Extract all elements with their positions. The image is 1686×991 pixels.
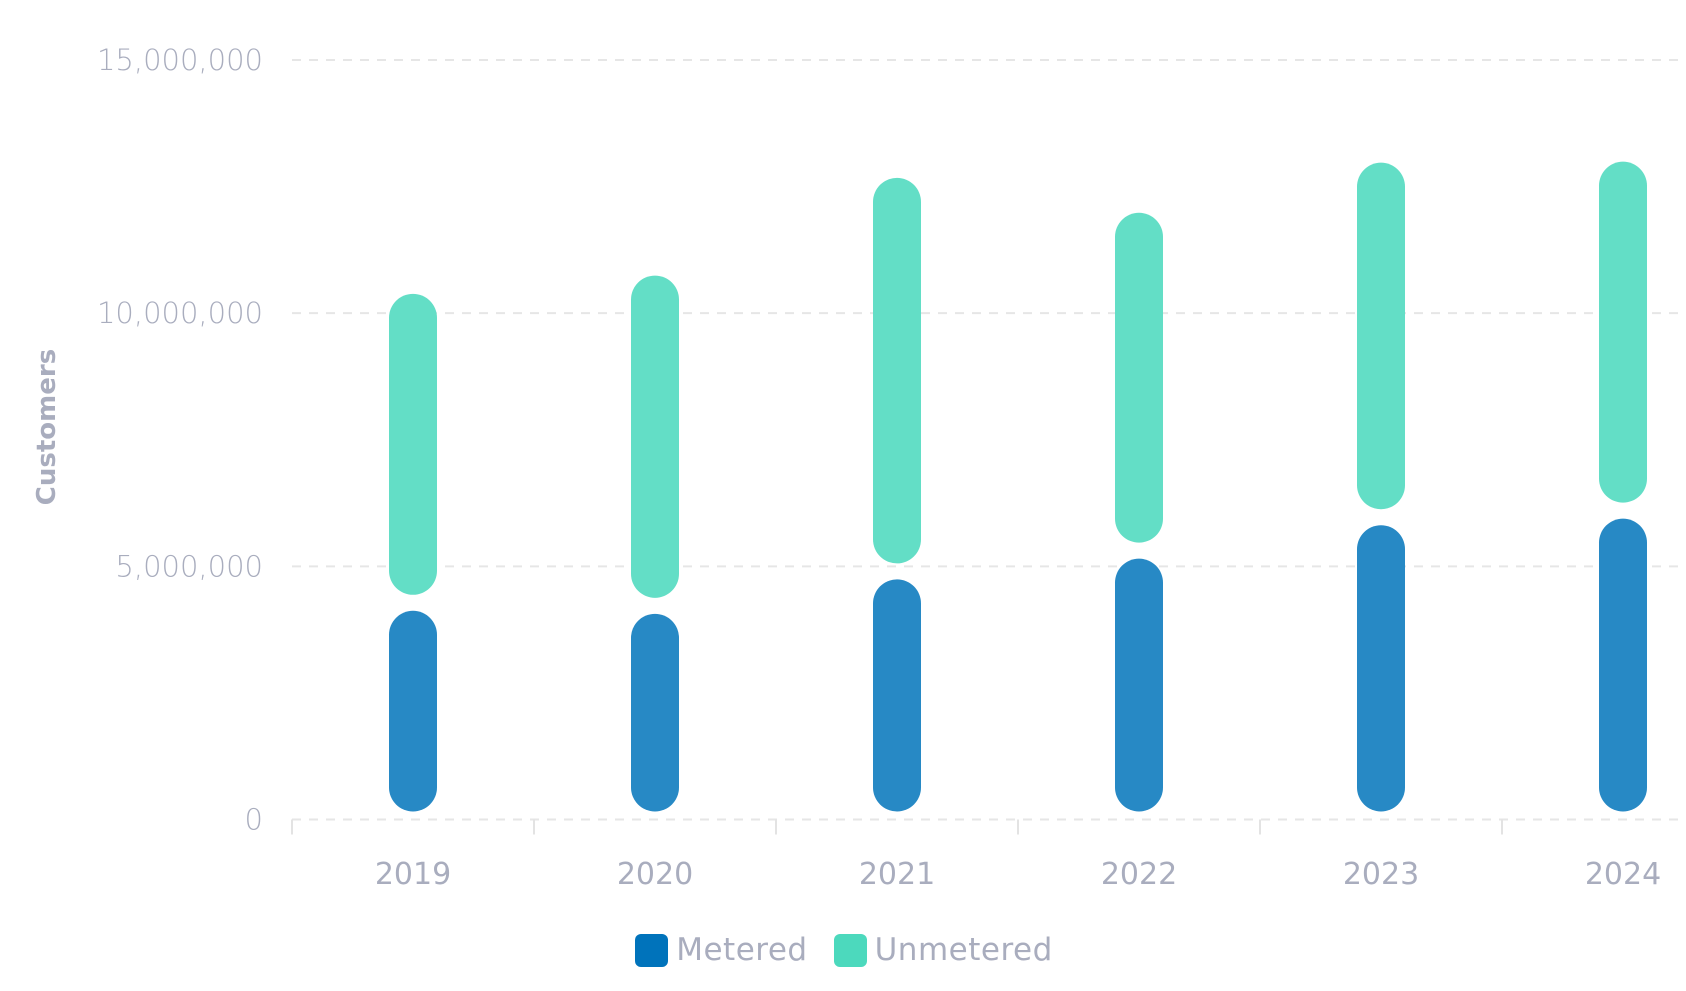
legend-swatch-metered [635,933,669,967]
legend-label-metered: Metered [676,932,808,968]
y-tick-label: 10,000,000 [97,296,263,330]
y-tick-label: 15,000,000 [97,43,263,77]
legend-item-unmetered[interactable]: Unmetered [833,930,1053,970]
x-tick-label: 2023 [1343,857,1419,892]
bar-unmetered-2022[interactable] [1115,212,1163,543]
y-axis-title: Customers [32,349,62,505]
y-tick-label: 5,000,000 [115,549,263,583]
bar-unmetered-2019[interactable] [389,293,437,595]
legend: Metered Unmetered [0,930,1686,970]
x-tick-label: 2021 [859,857,935,892]
bar-metered-2021[interactable] [873,579,921,812]
bars [389,161,1647,812]
bar-metered-2024[interactable] [1599,518,1647,812]
y-tick-label: 0 [245,803,263,837]
y-axis-ticks: 0 5,000,000 10,000,000 15,000,000 [97,43,263,837]
bar-metered-2023[interactable] [1357,525,1405,812]
bar-metered-2019[interactable] [389,610,437,812]
bar-unmetered-2023[interactable] [1357,162,1405,510]
bar-unmetered-2024[interactable] [1599,161,1647,503]
x-tick-label: 2020 [617,857,693,892]
bar-metered-2020[interactable] [631,613,679,812]
legend-label-unmetered: Unmetered [874,932,1053,968]
x-tick-label: 2022 [1101,857,1177,892]
gridlines [292,59,1686,821]
x-axis-ticks: 2019 2020 2021 2022 2023 2024 [291,819,1661,892]
bar-metered-2022[interactable] [1115,558,1163,812]
legend-swatch-unmetered [833,933,867,967]
bar-unmetered-2020[interactable] [631,275,679,598]
x-tick-label: 2024 [1585,857,1661,892]
x-tick-label: 2019 [375,857,451,892]
bar-unmetered-2021[interactable] [873,177,921,564]
legend-item-metered[interactable]: Metered [635,930,807,970]
